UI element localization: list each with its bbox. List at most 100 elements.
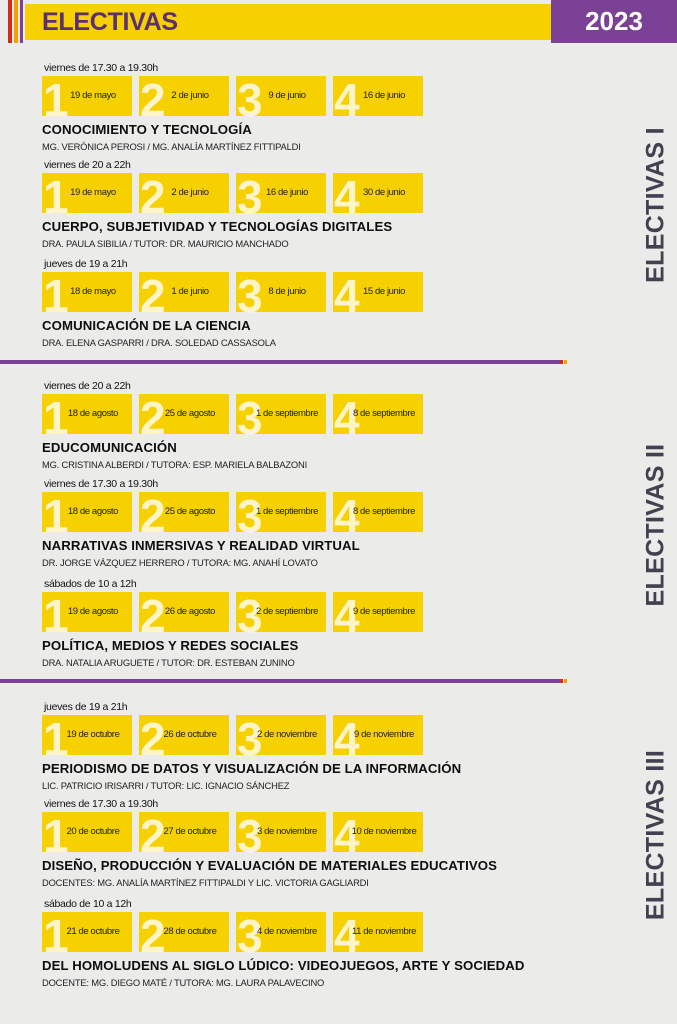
session-date: 2 de junio	[171, 187, 209, 198]
session-date: 19 de octubre	[66, 729, 120, 740]
session-number: 2	[140, 490, 166, 542]
page-header: ELECTIVAS 2023	[0, 0, 677, 43]
group-label-text: ELECTIVAS III	[641, 749, 670, 921]
session-number: 1	[43, 713, 69, 765]
course-title: CUERPO, SUBJETIVIDAD Y TECNOLOGÍAS DIGIT…	[42, 219, 393, 234]
course-block: jueves de 19 a 21h 1 18 de mayo 2 1 de jun…	[0, 257, 560, 351]
session-dates: 1 19 de mayo 2 2 de junio 3 9 de junio 4 16 …	[42, 76, 432, 123]
session-number: 2	[140, 270, 166, 322]
course-schedule: sábados de 10 a 12h	[44, 578, 137, 590]
session-number: 2	[140, 713, 166, 765]
course-schedule: jueves de 19 a 21h	[44, 701, 128, 713]
session-date: 8 de septiembre	[352, 506, 416, 517]
session-date: 25 de agosto	[164, 408, 216, 419]
year-badge: 2023	[551, 0, 677, 43]
session-number: 1	[43, 270, 69, 322]
session-date: 26 de octubre	[163, 729, 217, 740]
session-number: 3	[237, 490, 263, 542]
session-date: 9 de noviembre	[354, 729, 414, 740]
session-number: 2	[140, 590, 166, 642]
session-number: 2	[140, 810, 166, 862]
group-label-text: ELECTIVAS II	[641, 443, 670, 607]
divider-red-mark	[560, 360, 563, 364]
session-number: 4	[334, 810, 360, 862]
session-number: 3	[237, 713, 263, 765]
session-number: 1	[43, 910, 69, 962]
group-label-electivas-1: ELECTIVAS I	[642, 60, 670, 350]
course-title: NARRATIVAS INMERSIVAS Y REALIDAD VIRTUAL	[42, 538, 360, 553]
session-number: 1	[43, 810, 69, 862]
session-date: 25 de agosto	[164, 506, 216, 517]
course-professors: DOCENTES: MG. ANALÍA MARTÍNEZ FITTIPALDI…	[42, 877, 369, 888]
session-date-box: 2 28 de octubre	[139, 912, 229, 959]
session-date: 4 de noviembre	[257, 926, 317, 937]
course-professors: DR. JORGE VÁZQUEZ HERRERO / TUTORA: MG. …	[42, 557, 318, 568]
session-number: 3	[237, 910, 263, 962]
course-title: POLÍTICA, MEDIOS Y REDES SOCIALES	[42, 638, 299, 653]
header-red-stripe	[8, 0, 12, 43]
session-date: 16 de junio	[362, 90, 406, 101]
course-professors: DRA. NATALIA ARUGUETE / TUTOR: DR. ESTEB…	[42, 657, 295, 668]
session-date: 10 de noviembre	[351, 826, 417, 837]
page-title: ELECTIVAS	[42, 8, 178, 36]
session-dates: 1 19 de mayo 2 2 de junio 3 16 de junio 4 30…	[42, 173, 432, 220]
session-date: 19 de mayo	[70, 187, 116, 198]
session-date: 19 de mayo	[70, 90, 116, 101]
session-date-box: 1 20 de octubre	[42, 812, 132, 859]
group-label-electivas-3: ELECTIVAS III	[642, 690, 670, 980]
header-title-band	[25, 4, 551, 40]
course-schedule: viernes de 17.30 a 19.30h	[44, 478, 158, 490]
session-date: 1 de septiembre	[255, 506, 319, 517]
session-date: 9 de septiembre	[352, 606, 416, 617]
session-date: 20 de octubre	[66, 826, 120, 837]
session-date-box: 4 15 de junio	[333, 272, 423, 319]
session-number: 2	[140, 171, 166, 223]
group-label-electivas-2: ELECTIVAS II	[642, 380, 670, 670]
session-date: 8 de junio	[268, 286, 306, 297]
session-number: 1	[43, 590, 69, 642]
session-number: 3	[237, 810, 263, 862]
course-professors: MG. CRISTINA ALBERDI / TUTORA: ESP. MARI…	[42, 459, 307, 470]
session-date-box: 1 18 de agosto	[42, 492, 132, 539]
session-number: 1	[43, 392, 69, 444]
session-date-box: 3 16 de junio	[236, 173, 326, 220]
course-title: EDUCOMUNICACIÓN	[42, 440, 177, 455]
session-number: 4	[334, 713, 360, 765]
header-orange-stripe	[14, 0, 18, 43]
course-schedule: jueves de 19 a 21h	[44, 258, 128, 270]
session-date-box: 1 18 de mayo	[42, 272, 132, 319]
session-date-box: 2 2 de junio	[139, 76, 229, 123]
session-date-box: 4 16 de junio	[333, 76, 423, 123]
session-date-box: 4 10 de noviembre	[333, 812, 423, 859]
course-block: viernes de 20 a 22h 1 18 de agosto 2 25 de…	[0, 379, 560, 473]
session-number: 4	[334, 171, 360, 223]
header-purple-stripe	[20, 0, 23, 43]
session-number: 4	[334, 74, 360, 126]
session-date: 9 de junio	[268, 90, 306, 101]
session-date-box: 2 1 de junio	[139, 272, 229, 319]
course-schedule: viernes de 20 a 22h	[44, 159, 131, 171]
session-number: 2	[140, 910, 166, 962]
session-date: 8 de septiembre	[352, 408, 416, 419]
session-date: 15 de junio	[362, 286, 406, 297]
course-block: viernes de 17.30 a 19.30h 1 20 de octubre…	[0, 797, 560, 891]
session-date-box: 4 30 de junio	[333, 173, 423, 220]
divider-red-mark	[560, 679, 563, 683]
course-schedule: viernes de 17.30 a 19.30h	[44, 798, 158, 810]
session-date: 2 de noviembre	[257, 729, 317, 740]
section-divider	[0, 360, 562, 364]
session-date-box: 1 21 de octubre	[42, 912, 132, 959]
session-number: 3	[237, 270, 263, 322]
course-block: sábado de 10 a 12h 1 21 de octubre 2 28 de…	[0, 897, 560, 991]
